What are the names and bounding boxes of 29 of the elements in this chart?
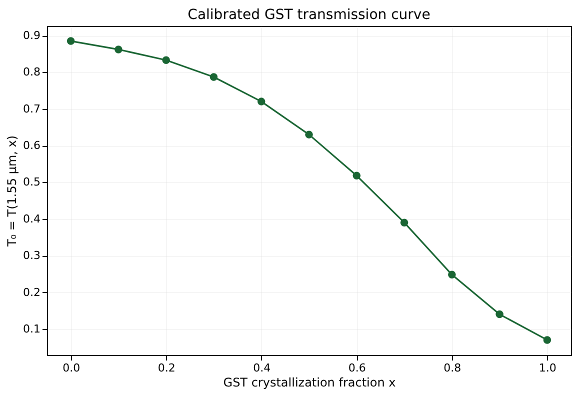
y-tick-label: 0.3 [23,249,40,262]
y-tick-label: 0.6 [23,139,40,152]
y-tick-label: 0.8 [23,66,40,79]
point [210,73,218,81]
x-tick-label: 0.2 [158,362,176,374]
y-tick-label: 0.1 [23,322,40,336]
chart-title: Calibrated GST transmission curve [188,7,430,23]
point [543,336,552,344]
x-axis-title: GST crystallization fraction x [223,376,396,390]
y-tick-label: 0.2 [23,286,40,299]
point [352,172,361,180]
y-axis-title: T₀ = T(1.55 μm, x) [5,135,20,248]
y-tick-label: 0.5 [23,176,40,189]
point [400,218,408,226]
y-tick-label: 0.4 [23,212,40,226]
point [114,46,122,54]
x-tick-label: 0.0 [62,362,80,374]
x-tick-label: 0.4 [253,362,271,374]
point [66,37,75,45]
x-tick-label: 1.0 [538,362,556,374]
point [448,270,456,279]
y-tick-label: 0.7 [23,102,40,116]
point [257,98,266,106]
point [162,56,170,64]
x-tick-label: 0.8 [444,362,462,374]
y-tick-label: 0.9 [23,29,40,42]
point [496,310,504,318]
point [305,130,313,138]
x-tick-label: 0.6 [348,362,366,374]
